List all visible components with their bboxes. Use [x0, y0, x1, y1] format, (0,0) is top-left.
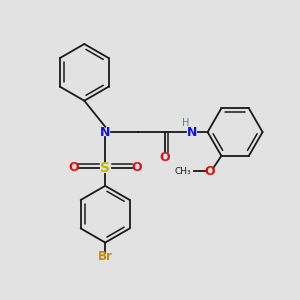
- Text: S: S: [100, 161, 110, 175]
- Text: CH₃: CH₃: [175, 167, 191, 176]
- Text: O: O: [68, 161, 79, 174]
- Text: N: N: [100, 126, 110, 139]
- Text: O: O: [131, 161, 142, 174]
- Text: N: N: [187, 126, 197, 139]
- Text: O: O: [205, 165, 215, 178]
- Text: H: H: [182, 118, 189, 128]
- Text: O: O: [160, 151, 170, 164]
- Text: Br: Br: [98, 250, 112, 262]
